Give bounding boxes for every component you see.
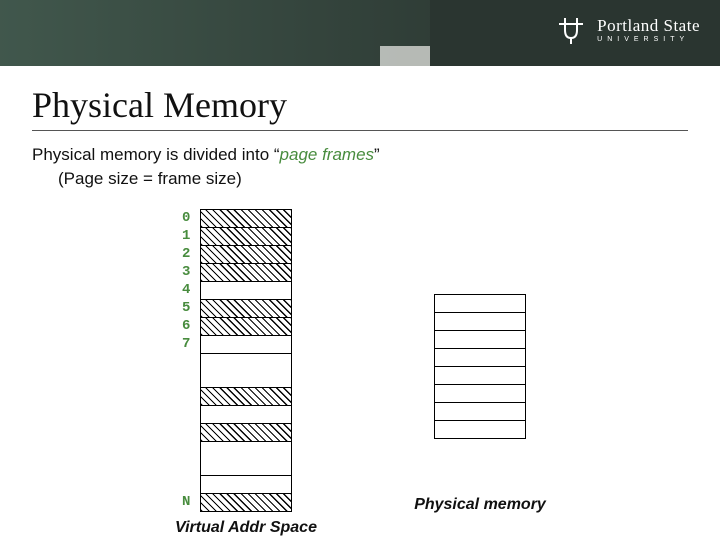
page-cell <box>201 476 291 494</box>
ellipsis-gap <box>201 442 291 476</box>
page-cell <box>201 264 291 282</box>
row-label: 4 <box>182 281 190 299</box>
diagram-area: 01234567 N Virtual Addr Space Physical m… <box>32 209 688 539</box>
university-logo: Portland State UNIVERSITY <box>555 14 700 46</box>
page-cell <box>201 406 291 424</box>
physical-caption: Physical memory <box>394 496 566 514</box>
page-cell <box>201 424 291 442</box>
frame-cell <box>435 331 525 349</box>
physical-memory-column <box>434 294 526 439</box>
page-cell <box>201 210 291 228</box>
frame-cell <box>435 367 525 385</box>
body-line-1: Physical memory is divided into “page fr… <box>32 143 688 167</box>
logo-main-text: Portland State <box>597 17 700 34</box>
page-cell <box>201 228 291 246</box>
frame-cell <box>435 385 525 403</box>
body-text: Physical memory is divided into “page fr… <box>32 143 688 191</box>
row-label: 0 <box>182 209 190 227</box>
logo-sub-text: UNIVERSITY <box>597 36 700 43</box>
row-label: 2 <box>182 245 190 263</box>
frame-cell <box>435 421 525 439</box>
row-label: 6 <box>182 317 190 335</box>
page-cell <box>201 246 291 264</box>
frame-cell <box>435 313 525 331</box>
ellipsis-gap <box>201 354 291 388</box>
page-cell <box>201 336 291 354</box>
slide-title: Physical Memory <box>32 84 688 131</box>
physical-stack <box>434 294 526 439</box>
slide-content: Physical Memory Physical memory is divid… <box>0 66 720 539</box>
n-label: N <box>182 494 190 510</box>
virtual-caption: Virtual Addr Space <box>160 519 332 537</box>
frame-cell <box>435 403 525 421</box>
virtual-addr-column: 01234567 N <box>200 209 292 512</box>
frame-cell <box>435 349 525 367</box>
page-cell <box>201 494 291 512</box>
frame-cell <box>435 295 525 313</box>
logo-icon <box>555 14 587 46</box>
row-label: 3 <box>182 263 190 281</box>
row-label: 5 <box>182 299 190 317</box>
header-band: Portland State UNIVERSITY <box>0 0 720 66</box>
emphasis-term: page frames <box>280 145 375 164</box>
header-photo-overlay <box>0 0 430 66</box>
row-label: 1 <box>182 227 190 245</box>
page-cell <box>201 318 291 336</box>
virtual-row-labels: 01234567 <box>182 209 190 353</box>
page-cell <box>201 388 291 406</box>
body-line-2: (Page size = frame size) <box>58 167 688 191</box>
logo-text: Portland State UNIVERSITY <box>597 17 700 43</box>
header-accent <box>380 46 430 66</box>
page-cell <box>201 300 291 318</box>
page-cell <box>201 282 291 300</box>
row-label: 7 <box>182 335 190 353</box>
virtual-stack <box>200 209 292 512</box>
